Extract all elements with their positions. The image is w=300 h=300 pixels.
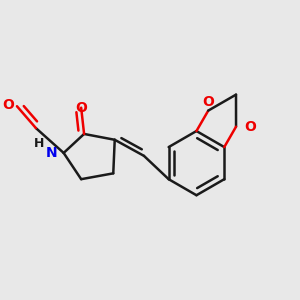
Text: O: O <box>75 101 87 115</box>
Text: N: N <box>46 146 57 160</box>
Text: H: H <box>34 137 44 150</box>
Text: O: O <box>244 120 256 134</box>
Text: O: O <box>2 98 14 112</box>
Text: O: O <box>202 95 214 110</box>
